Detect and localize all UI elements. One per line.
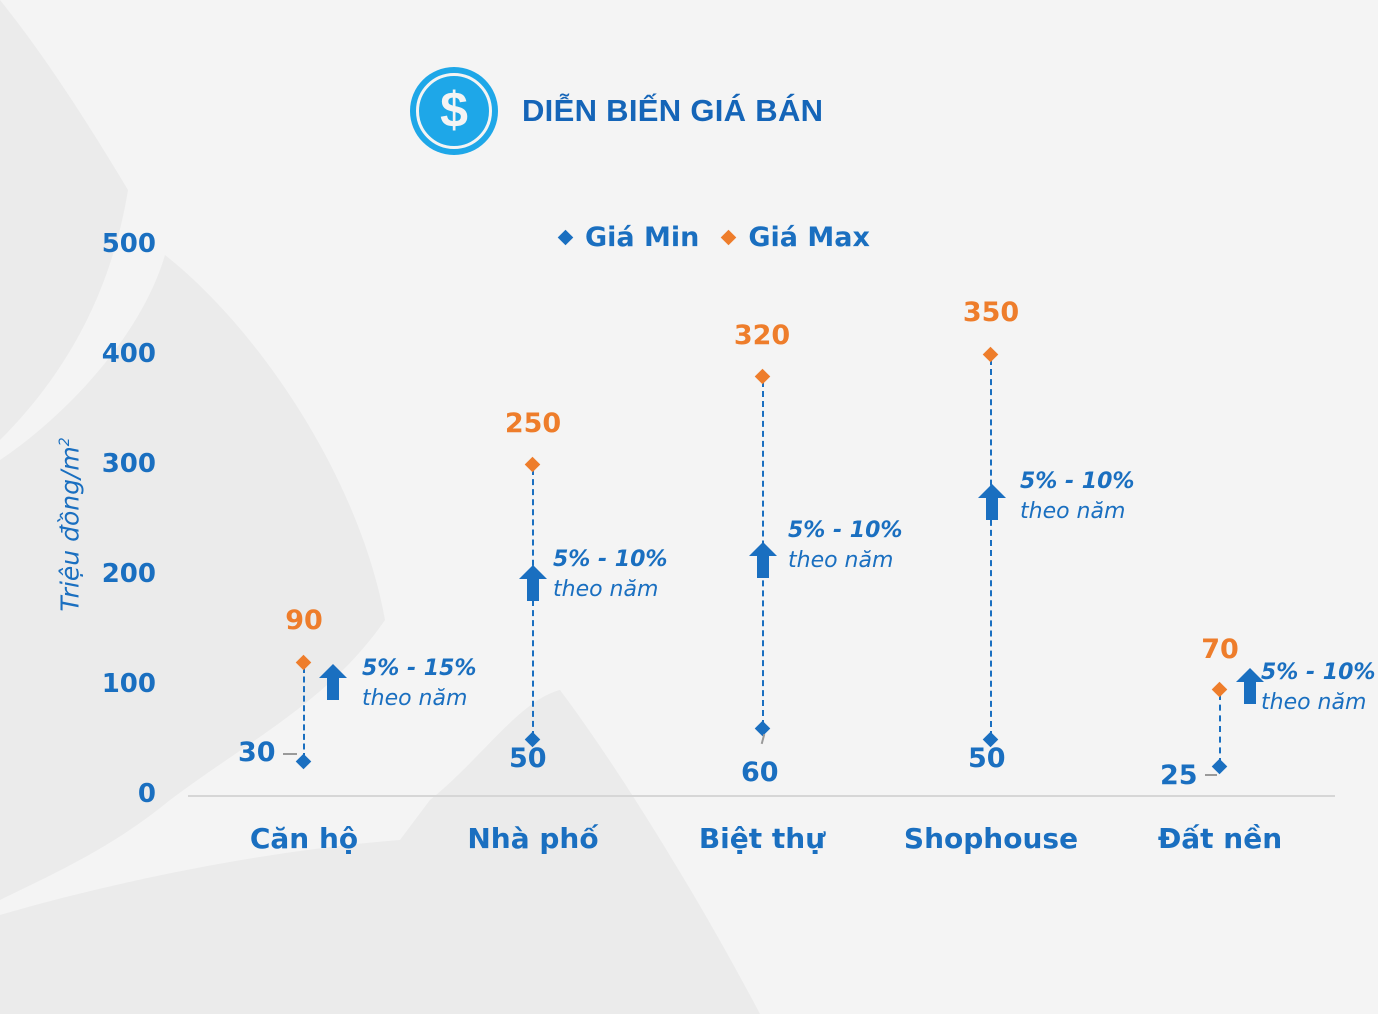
y-tick: 0 (137, 779, 156, 809)
growth-annotation: 5% - 10% theo năm (788, 518, 903, 573)
min-marker (295, 753, 312, 770)
x-category-label: Biệt thự (698, 822, 826, 855)
chart-header: $ DIỄN BIẾN GIÁ BÁN (410, 66, 823, 156)
min-value-label: 25 (1160, 760, 1198, 791)
leader-line (283, 753, 297, 755)
range-connector (303, 667, 305, 759)
y-tick: 400 (101, 339, 156, 369)
max-marker (1211, 681, 1228, 698)
max-value-label: 250 (504, 408, 562, 439)
up-arrow-icon (749, 542, 777, 578)
y-tick: 500 (101, 229, 156, 259)
chart-title: DIỄN BIẾN GIÁ BÁN (522, 93, 824, 128)
legend-label: Giá Max (748, 222, 870, 253)
y-tick: 300 (101, 449, 156, 479)
diamond-icon (721, 229, 737, 246)
min-value-label: 60 (741, 757, 779, 788)
chart-legend: Giá Min Giá Max (557, 222, 894, 253)
min-value-label: 50 (968, 743, 1006, 774)
y-tick: 100 (101, 669, 156, 699)
growth-annotation: 5% - 10% theo năm (553, 547, 668, 602)
range-connector (1219, 694, 1221, 764)
growth-annotation: 5% - 10% theo năm (1020, 469, 1135, 524)
x-category-label: Shophouse (903, 822, 1079, 855)
min-marker (1211, 758, 1228, 775)
max-marker (524, 456, 541, 473)
x-category-label: Căn hộ (249, 822, 359, 855)
x-category-label: Đất nền (1157, 822, 1283, 855)
growth-annotation: 5% - 10% theo năm (1261, 660, 1376, 715)
max-marker (982, 346, 999, 363)
y-tick: 200 (101, 559, 156, 589)
y-axis-label: Triệu đồng/m2 (55, 437, 85, 612)
diamond-icon (557, 229, 574, 246)
up-arrow-icon (978, 484, 1006, 520)
legend-label: Giá Min (585, 222, 700, 253)
max-marker (295, 654, 312, 671)
dollar-coin-icon: $ (410, 67, 498, 155)
min-value-label: 30 (238, 737, 276, 768)
range-connector (532, 469, 534, 737)
max-value-label: 350 (962, 297, 1020, 328)
leader-line (1205, 774, 1217, 776)
legend-item-min: Giá Min (557, 222, 700, 253)
max-value-label: 90 (285, 605, 323, 636)
up-arrow-icon (319, 664, 347, 700)
max-marker (754, 368, 771, 385)
max-value-label: 320 (733, 320, 791, 351)
range-connector (990, 359, 992, 737)
legend-item-max: Giá Max (721, 222, 870, 253)
x-axis-line (188, 795, 1335, 797)
x-category-label: Nhà phố (467, 822, 599, 855)
min-value-label: 50 (509, 743, 547, 774)
up-arrow-icon (519, 565, 547, 601)
up-arrow-icon (1236, 668, 1264, 704)
max-value-label: 70 (1201, 634, 1239, 665)
growth-annotation: 5% - 15% theo năm (362, 656, 477, 711)
